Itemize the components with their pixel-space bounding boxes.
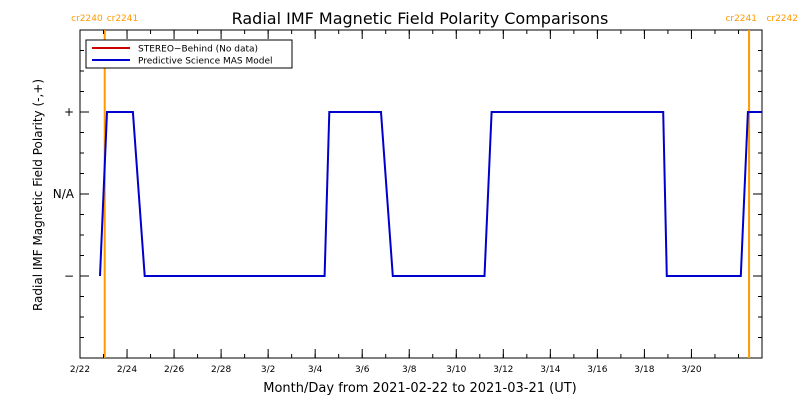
y-axis-label: Radial IMF Magnetic Field Polarity (-,+) — [31, 79, 45, 311]
x-tick-label: 3/14 — [540, 365, 560, 375]
plot-frame — [79, 29, 763, 359]
axis-ticks: 2/22 2/24 2/26 2/28 3/2 3/4 3/6 3/8 3/10 3/12 3/14… — [53, 30, 763, 375]
carrington-label-right: cr2242 — [766, 14, 798, 24]
series-lines — [99, 111, 762, 277]
x-tick-label: 3/4 — [308, 365, 323, 375]
x-tick-label: 3/16 — [587, 365, 607, 375]
y-tick-label: N/A — [53, 187, 75, 201]
carrington-label-left: cr2240 — [71, 14, 103, 24]
x-tick-label: 3/2 — [261, 365, 275, 375]
carrington-label-left: cr2241 — [725, 14, 757, 24]
y-tick-label: − — [64, 269, 74, 283]
x-tick-label: 2/26 — [164, 365, 184, 375]
legend-label: Predictive Science MAS Model — [138, 57, 273, 67]
x-tick-label: 3/20 — [681, 365, 701, 375]
x-tick-label: 3/10 — [446, 365, 466, 375]
x-axis-label: Month/Day from 2021-02-22 to 2021-03-21 … — [263, 381, 576, 396]
x-tick-label: 3/18 — [634, 365, 654, 375]
y-tick-label: + — [64, 105, 74, 119]
legend-box — [85, 39, 293, 69]
legend-label: STEREO−Behind (No data) — [138, 45, 258, 55]
series-line-predictive-science-mas-model — [99, 111, 762, 277]
carrington-markers: cr2240 cr2241 cr2241 cr2242 — [71, 14, 798, 358]
x-tick-label: 2/22 — [70, 365, 90, 375]
x-tick-label: 2/24 — [117, 365, 137, 375]
x-tick-label: 3/8 — [402, 365, 417, 375]
x-tick-label: 2/28 — [211, 365, 231, 375]
chart-title: Radial IMF Magnetic Field Polarity Compa… — [232, 9, 609, 28]
x-tick-label: 3/12 — [493, 365, 513, 375]
legend: STEREO−Behind (No data) Predictive Scienc… — [85, 39, 293, 69]
carrington-label-right: cr2241 — [107, 14, 139, 24]
x-tick-label: 3/6 — [355, 365, 370, 375]
